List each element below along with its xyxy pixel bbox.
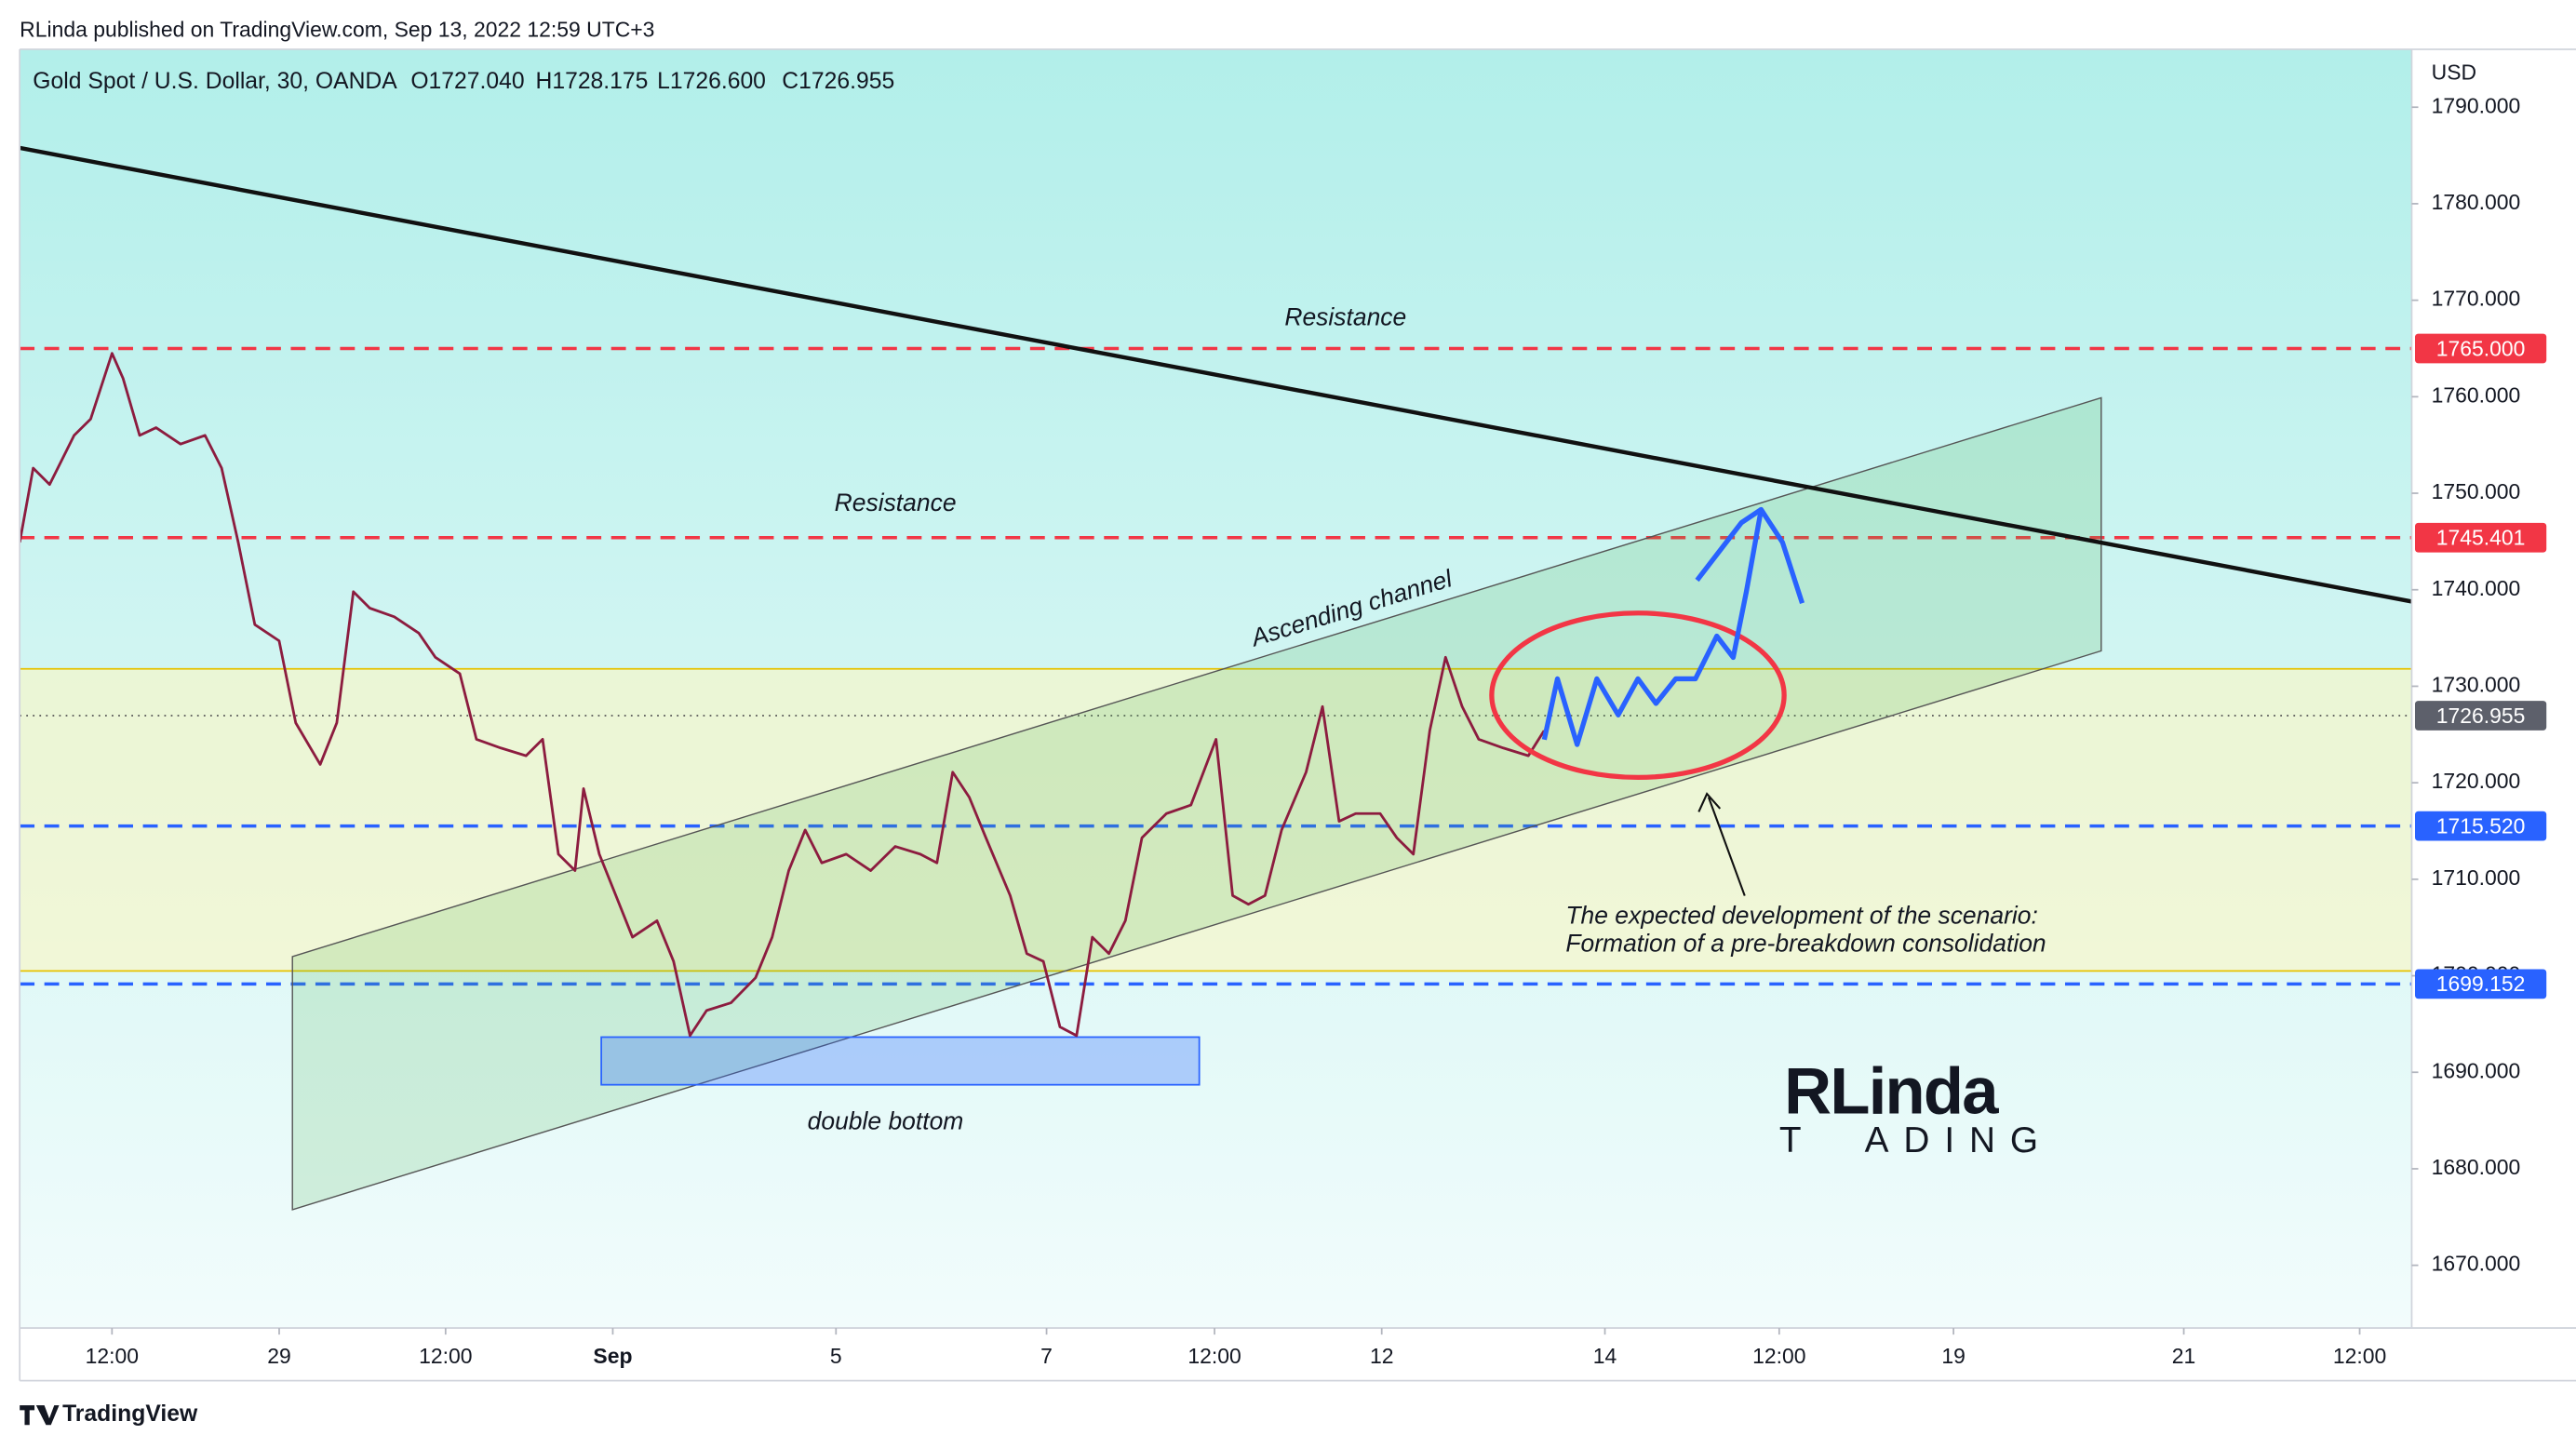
y-tick-label: 1710.000 xyxy=(2432,865,2521,890)
y-tick-label: 1690.000 xyxy=(2432,1058,2521,1082)
y-tick-label: 1740.000 xyxy=(2432,576,2521,600)
level-label-bg xyxy=(2415,969,2547,999)
y-tick-label: 1770.000 xyxy=(2432,287,2521,311)
last-price-bg xyxy=(2415,701,2547,731)
projection-stroke xyxy=(1695,507,1763,583)
symbol-title: Gold Spot / U.S. Dollar, 30, OANDA xyxy=(33,69,397,94)
y-tick-label: 1670.000 xyxy=(2432,1252,2521,1276)
grid-group xyxy=(20,346,2412,986)
axis-group: 1670.0001680.0001690.0001700.0001710.000… xyxy=(86,93,2547,1368)
series-group xyxy=(20,352,1546,1038)
annotation: Formation of a pre-breakdown consolidati… xyxy=(1565,930,2046,958)
x-tick-label: 14 xyxy=(1593,1344,1617,1368)
drawings xyxy=(20,145,2412,1211)
x-tick-label: 7 xyxy=(1040,1344,1053,1368)
logo-sub: T xyxy=(1779,1120,1802,1160)
logo-sub: ADING xyxy=(1865,1120,2053,1160)
footer: TradingView xyxy=(62,1401,198,1427)
ascending-channel xyxy=(291,396,2102,1211)
x-tick-label: 12:00 xyxy=(86,1344,139,1368)
publisher: RLinda published on TradingView.com, Sep… xyxy=(20,18,654,42)
double-bottom-box xyxy=(600,1036,1201,1086)
annotation: The expected development of the scenario… xyxy=(1565,902,2038,930)
x-tick-label: 19 xyxy=(1941,1344,1966,1368)
zone-group xyxy=(20,667,2412,972)
level-label-bg xyxy=(2415,522,2547,553)
ohlc: C1726.955 xyxy=(782,69,894,94)
x-tick-label: 12:00 xyxy=(419,1344,472,1368)
x-tick-label: 12:00 xyxy=(2333,1344,2386,1368)
y-tick-label: 1780.000 xyxy=(2432,190,2521,214)
trendline xyxy=(20,145,2412,604)
x-tick-label: 5 xyxy=(830,1344,842,1368)
logo-name: RLinda xyxy=(1784,1054,1999,1128)
level-label: 1745.401 xyxy=(2436,526,2526,550)
y-tick-label: 1680.000 xyxy=(2432,1155,2521,1179)
tv-icon xyxy=(20,1405,60,1426)
level-label: 1765.000 xyxy=(2436,336,2526,360)
x-tick-label: 12:00 xyxy=(1187,1344,1241,1368)
annotation: Resistance xyxy=(1284,303,1406,331)
arrow xyxy=(1697,792,1746,896)
annotation: double bottom xyxy=(808,1106,964,1134)
last-price-label: 1726.955 xyxy=(2436,704,2526,728)
x-tick-label: 12:00 xyxy=(1752,1344,1805,1368)
ohlc: L1726.600 xyxy=(657,69,766,94)
y-tick-label: 1760.000 xyxy=(2432,382,2521,407)
x-tick-label: 12 xyxy=(1370,1344,1394,1368)
y-tick-label: 1750.000 xyxy=(2432,479,2521,503)
annotation: Resistance xyxy=(835,489,957,516)
consolidation-ellipse xyxy=(1489,610,1787,781)
x-tick-label: 21 xyxy=(2172,1344,2196,1368)
x-tick-label: 29 xyxy=(267,1344,291,1368)
x-tick-label: Sep xyxy=(593,1344,632,1368)
y-axis-label: USD xyxy=(2432,60,2476,85)
ohlc: O1727.040 xyxy=(410,69,524,94)
price-axis xyxy=(2411,48,2576,1329)
y-tick-label: 1730.000 xyxy=(2432,672,2521,696)
ohlc: H1728.175 xyxy=(535,69,648,94)
logo: RLinda T ADING xyxy=(1779,1054,2053,1160)
level-label: 1715.520 xyxy=(2436,813,2526,838)
zone xyxy=(20,668,2412,972)
y-tick-label: 1790.000 xyxy=(2432,93,2521,117)
projection-path xyxy=(1541,506,1805,747)
level-label-bg xyxy=(2415,811,2547,841)
level-label: 1699.152 xyxy=(2436,972,2526,996)
price-line xyxy=(20,352,1546,1038)
scenario-drawings xyxy=(1489,506,1805,896)
y-tick-label: 1720.000 xyxy=(2432,769,2521,793)
level-label-bg xyxy=(2415,333,2547,364)
